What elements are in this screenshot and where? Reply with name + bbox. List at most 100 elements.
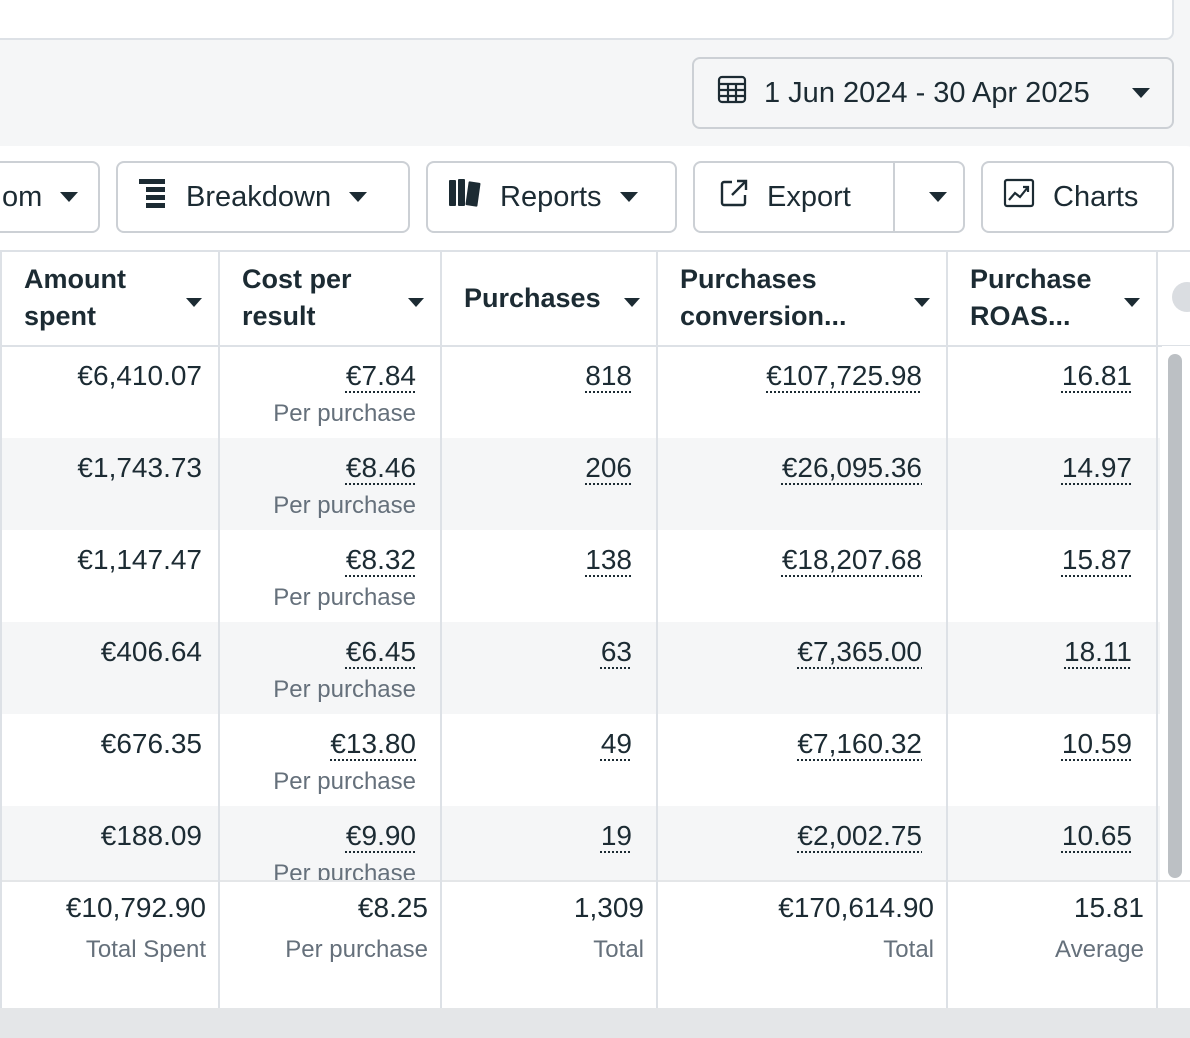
roas-cell[interactable]: 15.87: [1061, 544, 1132, 575]
table-row: €188.09 €9.90 Per purchase 19 €2,002.75 …: [0, 806, 1160, 880]
charts-label: Charts: [1053, 180, 1139, 213]
divider: [0, 250, 1190, 252]
chevron-down-icon[interactable]: [914, 298, 930, 307]
amount-spent-cell: €676.35: [100, 728, 202, 759]
cost-per-result-cell[interactable]: €8.32: [345, 544, 416, 575]
average-roas: 15.81: [1073, 892, 1144, 923]
total-amount-spent: €10,792.90: [65, 892, 206, 923]
column-header-label: Purchases: [464, 282, 601, 313]
total-purchases-label: Total: [593, 936, 644, 963]
chevron-down-icon: [619, 192, 638, 202]
total-purchases: 1,309: [573, 892, 644, 923]
column-header-label: Purchase ROAS...: [970, 264, 1092, 331]
conversion-value-cell[interactable]: €26,095.36: [781, 452, 922, 483]
total-conversion-value: €170,614.90: [778, 892, 934, 923]
divider: [0, 345, 1190, 347]
amount-spent-cell: €6,410.07: [77, 360, 202, 391]
breakdown-button[interactable]: Breakdown: [116, 161, 410, 233]
chevron-down-icon: [349, 192, 368, 202]
charts-button[interactable]: Charts: [981, 161, 1174, 233]
table-row: €676.35 €13.80 Per purchase 49 €7,160.32…: [0, 714, 1160, 806]
chart-icon: [1003, 178, 1035, 216]
chevron-down-icon[interactable]: [408, 298, 424, 307]
export-button-group: Export: [693, 161, 965, 233]
chevron-down-icon[interactable]: [624, 298, 640, 307]
purchases-cell[interactable]: 206: [585, 452, 632, 483]
reports-icon: [448, 177, 482, 217]
column-header-cost-per-result[interactable]: Cost per result: [220, 250, 440, 346]
export-options-button[interactable]: [913, 163, 963, 231]
chevron-down-icon: [928, 192, 947, 202]
divider: [0, 346, 2, 880]
cost-per-result-sub: Per purchase: [273, 400, 416, 427]
cost-per-result-cell[interactable]: €7.84: [345, 360, 416, 391]
breakdown-label: Breakdown: [186, 180, 332, 213]
custom-button[interactable]: om: [0, 161, 100, 233]
add-column-icon[interactable]: [1172, 282, 1190, 312]
amount-spent-cell: €1,743.73: [77, 452, 202, 483]
table-row: €6,410.07 €7.84 Per purchase 818 €107,72…: [0, 346, 1160, 438]
table-row: €1,743.73 €8.46 Per purchase 206 €26,095…: [0, 438, 1160, 530]
column-header-purchases-conversion[interactable]: Purchases conversion...: [658, 250, 946, 346]
divider: [1156, 346, 1158, 880]
export-label: Export: [767, 180, 851, 213]
total-conversion-value-label: Total: [883, 936, 934, 963]
cost-per-result-sub: Per purchase: [273, 584, 416, 611]
chevron-down-icon: [1132, 88, 1150, 98]
chevron-down-icon: [60, 192, 79, 202]
export-button[interactable]: Export: [695, 163, 875, 231]
amount-spent-cell: €188.09: [100, 820, 202, 851]
conversion-value-cell[interactable]: €7,365.00: [797, 636, 922, 667]
reports-button[interactable]: Reports: [426, 161, 677, 233]
conversion-value-cell[interactable]: €2,002.75: [797, 820, 922, 851]
divider: [892, 162, 895, 232]
purchases-cell[interactable]: 19: [600, 820, 632, 851]
total-cost-per-result: €8.25: [357, 892, 428, 923]
chevron-down-icon[interactable]: [186, 298, 202, 307]
table-body: €6,410.07 €7.84 Per purchase 818 €107,72…: [0, 346, 1160, 880]
roas-cell[interactable]: 10.65: [1061, 820, 1132, 851]
reports-label: Reports: [500, 180, 602, 213]
cost-per-result-sub: Per purchase: [273, 492, 416, 519]
conversion-value-cell[interactable]: €107,725.98: [766, 360, 922, 391]
purchases-cell[interactable]: 138: [585, 544, 632, 575]
table-row: €1,147.47 €8.32 Per purchase 138 €18,207…: [0, 530, 1160, 622]
cost-per-result-cell[interactable]: €9.90: [345, 820, 416, 851]
horizontal-scrollbar[interactable]: [0, 1008, 1190, 1038]
divider: [656, 346, 658, 880]
table-footer: €10,792.90 Total Spent €8.25 Per purchas…: [0, 880, 1190, 1008]
amount-spent-cell: €1,147.47: [77, 544, 202, 575]
roas-cell[interactable]: 16.81: [1061, 360, 1132, 391]
column-header-label: Cost per result: [242, 264, 352, 331]
date-range-picker[interactable]: 1 Jun 2024 - 30 Apr 2025: [692, 57, 1174, 129]
divider: [0, 880, 1190, 882]
cost-per-result-cell[interactable]: €13.80: [330, 728, 416, 759]
column-header-label: Amount spent: [24, 264, 126, 331]
cost-per-result-cell[interactable]: €6.45: [345, 636, 416, 667]
column-header-purchase-roas[interactable]: Purchase ROAS...: [948, 250, 1156, 346]
purchases-cell[interactable]: 63: [600, 636, 632, 667]
column-header-purchases[interactable]: Purchases: [442, 250, 656, 346]
total-cost-per-result-label: Per purchase: [285, 936, 428, 963]
divider: [440, 346, 442, 880]
divider: [946, 346, 948, 880]
date-range-label: 1 Jun 2024 - 30 Apr 2025: [764, 76, 1090, 109]
total-amount-spent-label: Total Spent: [85, 936, 206, 963]
calendar-icon: [716, 73, 748, 113]
roas-cell[interactable]: 14.97: [1061, 452, 1132, 483]
breakdown-icon: [138, 177, 168, 217]
conversion-value-cell[interactable]: €7,160.32: [797, 728, 922, 759]
scrollbar-thumb[interactable]: [1168, 354, 1182, 878]
cost-per-result-cell[interactable]: €8.46: [345, 452, 416, 483]
roas-cell[interactable]: 18.11: [1064, 636, 1132, 667]
cost-per-result-sub: Per purchase: [273, 860, 416, 880]
purchases-cell[interactable]: 818: [585, 360, 632, 391]
roas-cell[interactable]: 10.59: [1061, 728, 1132, 759]
divider: [218, 346, 220, 880]
column-header-amount-spent[interactable]: Amount spent: [2, 250, 218, 346]
table-row: €406.64 €6.45 Per purchase 63 €7,365.00 …: [0, 622, 1160, 714]
chevron-down-icon[interactable]: [1124, 298, 1140, 307]
purchases-cell[interactable]: 49: [600, 728, 632, 759]
conversion-value-cell[interactable]: €18,207.68: [781, 544, 922, 575]
custom-button-label: om: [2, 180, 43, 213]
